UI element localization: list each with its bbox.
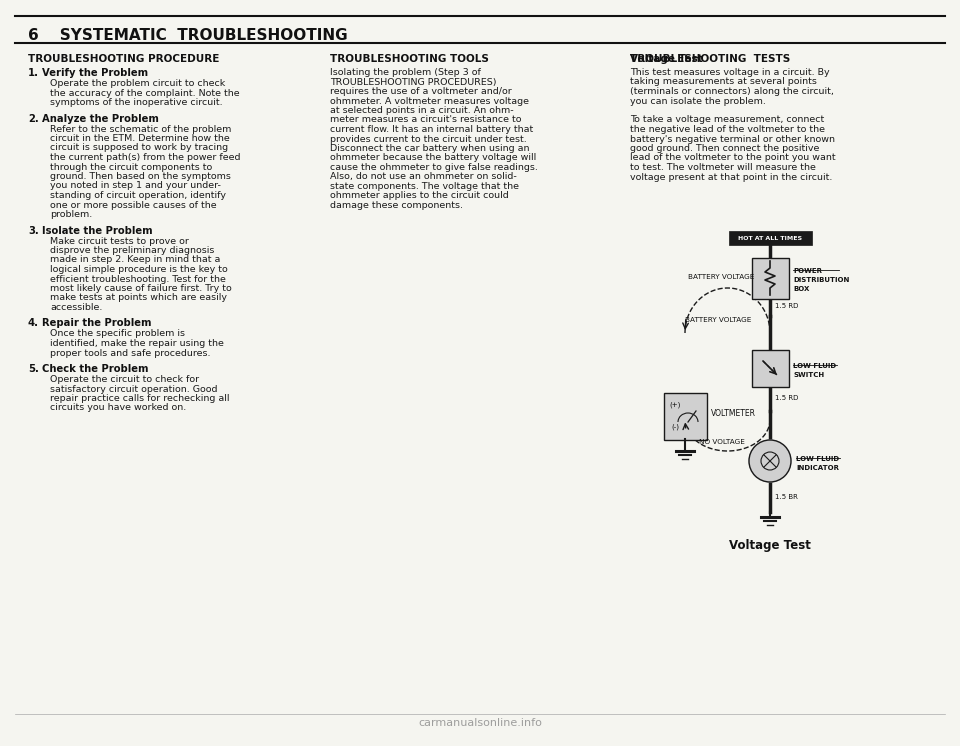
Text: 1.: 1. (28, 68, 39, 78)
Text: good ground. Then connect the positive: good ground. Then connect the positive (630, 144, 820, 153)
Text: the negative lead of the voltmeter to the: the negative lead of the voltmeter to th… (630, 125, 825, 134)
Text: taking measurements at several points: taking measurements at several points (630, 78, 817, 87)
Text: This test measures voltage in a circuit. By: This test measures voltage in a circuit.… (630, 68, 829, 77)
Text: symptoms of the inoperative circuit.: symptoms of the inoperative circuit. (50, 98, 223, 107)
Text: ohmmeter. A voltmeter measures voltage: ohmmeter. A voltmeter measures voltage (330, 96, 529, 105)
Text: battery's negative terminal or other known: battery's negative terminal or other kno… (630, 134, 835, 143)
Text: 3.: 3. (28, 225, 38, 236)
Text: at selected points in a circuit. An ohm-: at selected points in a circuit. An ohm- (330, 106, 514, 115)
Text: Disconnect the car battery when using an: Disconnect the car battery when using an (330, 144, 530, 153)
Text: 2.: 2. (28, 113, 38, 124)
Text: requires the use of a voltmeter and/or: requires the use of a voltmeter and/or (330, 87, 512, 96)
Text: BATTERY VOLTAGE: BATTERY VOLTAGE (688, 274, 755, 280)
Text: problem.: problem. (50, 210, 92, 219)
Text: POWER: POWER (793, 268, 822, 274)
Text: Make circuit tests to prove or: Make circuit tests to prove or (50, 236, 189, 245)
Text: LOW FLUID: LOW FLUID (793, 363, 836, 369)
Text: Refer to the schematic of the problem: Refer to the schematic of the problem (50, 125, 231, 134)
Text: 1.5 BR: 1.5 BR (775, 494, 798, 500)
Text: TROUBLESHOOTING PROCEDURE: TROUBLESHOOTING PROCEDURE (28, 54, 220, 64)
Text: To take a voltage measurement, connect: To take a voltage measurement, connect (630, 116, 825, 125)
Text: most likely cause of failure first. Try to: most likely cause of failure first. Try … (50, 284, 231, 293)
Text: (+): (+) (669, 402, 681, 409)
Text: disprove the preliminary diagnosis: disprove the preliminary diagnosis (50, 246, 214, 255)
Text: Repair the Problem: Repair the Problem (42, 319, 152, 328)
Text: satisfactory circuit operation. Good: satisfactory circuit operation. Good (50, 384, 218, 393)
Text: LOW FLUID: LOW FLUID (796, 456, 839, 462)
Text: Isolating the problem (Step 3 of: Isolating the problem (Step 3 of (330, 68, 481, 77)
Text: BOX: BOX (793, 286, 809, 292)
Text: Check the Problem: Check the Problem (42, 364, 149, 374)
Text: to test. The voltmeter will measure the: to test. The voltmeter will measure the (630, 163, 816, 172)
Text: proper tools and safe procedures.: proper tools and safe procedures. (50, 348, 210, 357)
Text: Voltage Test: Voltage Test (630, 54, 703, 64)
Circle shape (749, 440, 791, 482)
Text: Isolate the Problem: Isolate the Problem (42, 225, 153, 236)
Text: 6    SYSTEMATIC  TROUBLESHOOTING: 6 SYSTEMATIC TROUBLESHOOTING (28, 28, 348, 43)
Text: standing of circuit operation, identify: standing of circuit operation, identify (50, 191, 226, 200)
Text: efficient troubleshooting. Test for the: efficient troubleshooting. Test for the (50, 275, 226, 283)
Text: ohmmeter because the battery voltage will: ohmmeter because the battery voltage wil… (330, 154, 537, 163)
Text: repair practice calls for rechecking all: repair practice calls for rechecking all (50, 394, 229, 403)
Text: DISTRIBUTION: DISTRIBUTION (793, 277, 850, 283)
Text: voltage present at that point in the circuit.: voltage present at that point in the cir… (630, 172, 832, 181)
Text: cause the ohmmeter to give false readings.: cause the ohmmeter to give false reading… (330, 163, 538, 172)
Text: identified, make the repair using the: identified, make the repair using the (50, 339, 224, 348)
Text: INDICATOR: INDICATOR (796, 465, 839, 471)
Text: circuits you have worked on.: circuits you have worked on. (50, 404, 186, 413)
Text: the accuracy of the complaint. Note the: the accuracy of the complaint. Note the (50, 89, 240, 98)
Text: 1.5 RD: 1.5 RD (775, 395, 799, 401)
Text: accessible.: accessible. (50, 303, 103, 312)
Text: Voltage Test: Voltage Test (729, 539, 811, 552)
Text: Also, do not use an ohmmeter on solid-: Also, do not use an ohmmeter on solid- (330, 172, 516, 181)
Text: 4.: 4. (28, 319, 39, 328)
Text: you can isolate the problem.: you can isolate the problem. (630, 96, 766, 105)
Text: TROUBLESHOOTING PROCEDURES): TROUBLESHOOTING PROCEDURES) (330, 78, 496, 87)
Text: ground. Then based on the symptoms: ground. Then based on the symptoms (50, 172, 230, 181)
Text: Operate the circuit to check for: Operate the circuit to check for (50, 375, 199, 384)
Text: circuit in the ETM. Determine how the: circuit in the ETM. Determine how the (50, 134, 229, 143)
Text: ohmmeter applies to the circuit could: ohmmeter applies to the circuit could (330, 192, 509, 201)
Text: meter measures a circuit's resistance to: meter measures a circuit's resistance to (330, 116, 521, 125)
Text: (terminals or connectors) along the circuit,: (terminals or connectors) along the circ… (630, 87, 834, 96)
Text: damage these components.: damage these components. (330, 201, 463, 210)
Text: the current path(s) from the power feed: the current path(s) from the power feed (50, 153, 241, 162)
Text: you noted in step 1 and your under-: you noted in step 1 and your under- (50, 181, 221, 190)
Text: make tests at points which are easily: make tests at points which are easily (50, 293, 227, 302)
Text: logical simple procedure is the key to: logical simple procedure is the key to (50, 265, 228, 274)
Text: circuit is supposed to work by tracing: circuit is supposed to work by tracing (50, 143, 228, 152)
Text: NO VOLTAGE: NO VOLTAGE (699, 439, 745, 445)
FancyBboxPatch shape (729, 231, 811, 245)
Text: HOT AT ALL TIMES: HOT AT ALL TIMES (738, 236, 802, 240)
Text: 1.5 RD: 1.5 RD (775, 303, 799, 309)
Text: made in step 2. Keep in mind that a: made in step 2. Keep in mind that a (50, 255, 221, 265)
Text: TROUBLESHOOTING  TESTS: TROUBLESHOOTING TESTS (630, 54, 790, 64)
Text: Once the specific problem is: Once the specific problem is (50, 330, 185, 339)
Text: TROUBLESHOOTING TOOLS: TROUBLESHOOTING TOOLS (330, 54, 489, 64)
FancyBboxPatch shape (663, 392, 707, 439)
Text: through the circuit components to: through the circuit components to (50, 163, 212, 172)
Text: BATTERY VOLTAGE: BATTERY VOLTAGE (685, 317, 752, 323)
Text: one or more possible causes of the: one or more possible causes of the (50, 201, 217, 210)
Text: lead of the voltmeter to the point you want: lead of the voltmeter to the point you w… (630, 154, 835, 163)
Text: Verify the Problem: Verify the Problem (42, 68, 148, 78)
Text: current flow. It has an internal battery that: current flow. It has an internal battery… (330, 125, 533, 134)
FancyBboxPatch shape (752, 349, 788, 386)
Text: 5.: 5. (28, 364, 38, 374)
Text: SWITCH: SWITCH (793, 372, 824, 378)
Text: provides current to the circuit under test.: provides current to the circuit under te… (330, 134, 527, 143)
Text: VOLTMETER: VOLTMETER (711, 410, 756, 419)
Text: Operate the problem circuit to check: Operate the problem circuit to check (50, 79, 226, 88)
FancyBboxPatch shape (752, 257, 788, 298)
Text: state components. The voltage that the: state components. The voltage that the (330, 182, 519, 191)
Text: Analyze the Problem: Analyze the Problem (42, 113, 158, 124)
Text: carmanualsonline.info: carmanualsonline.info (418, 718, 542, 728)
Text: (-): (-) (671, 424, 679, 430)
